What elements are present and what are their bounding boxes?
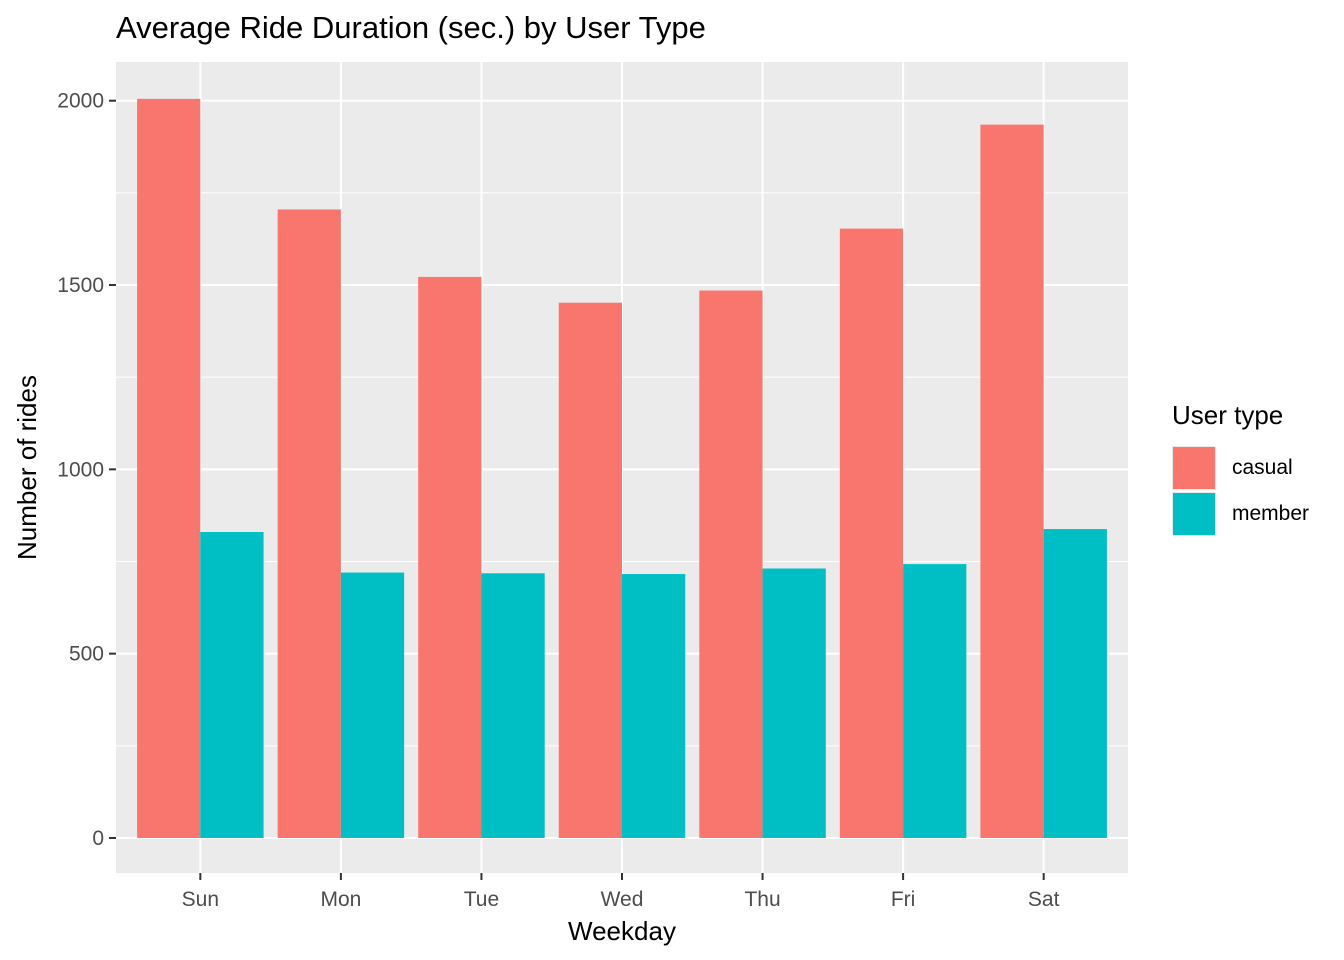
x-tick-label: Thu <box>744 888 780 911</box>
legend: User type casual member <box>1172 400 1309 537</box>
bars <box>137 98 1107 838</box>
legend-item-member: member <box>1172 491 1309 537</box>
bar-casual-Fri <box>839 228 904 838</box>
x-tick-label: Fri <box>891 888 916 911</box>
legend-label-casual: casual <box>1232 456 1293 479</box>
bar-casual-Thu <box>699 290 763 838</box>
x-tick-label: Tue <box>464 888 499 911</box>
x-tick-label: Sun <box>182 888 219 911</box>
y-tick-label: 2000 <box>57 90 104 113</box>
bar-member-Mon <box>340 572 405 838</box>
bar-member-Wed <box>622 574 686 838</box>
bar-member-Sun <box>200 532 264 838</box>
y-axis-title: Number of rides <box>12 375 42 560</box>
y-axis: 0 500 1000 1500 2000 <box>57 90 116 850</box>
bar-casual-Tue <box>418 276 482 838</box>
bar-casual-Sun <box>137 98 201 838</box>
legend-key <box>1172 446 1216 490</box>
bar-casual-Mon <box>277 209 341 838</box>
bar-member-Sat <box>1043 529 1107 838</box>
x-tick-label: Sat <box>1028 888 1060 911</box>
x-tick-label: Wed <box>601 888 644 911</box>
y-tick-label: 1500 <box>57 274 104 297</box>
bar-casual-Sat <box>980 124 1044 838</box>
legend-swatch-member <box>1173 493 1215 535</box>
bar-member-Fri <box>903 564 967 838</box>
bar-member-Tue <box>481 573 545 838</box>
x-tick-label: Mon <box>320 888 361 911</box>
legend-title: User type <box>1172 400 1284 430</box>
y-tick-label: 500 <box>69 643 104 666</box>
bar-member-Thu <box>762 568 826 838</box>
legend-swatch-casual <box>1173 447 1215 489</box>
legend-key <box>1172 492 1216 536</box>
x-axis: Sun Mon Tue Wed Thu Fri Sat <box>182 873 1060 911</box>
x-axis-title: Weekday <box>568 916 676 946</box>
legend-item-casual: casual <box>1172 445 1309 491</box>
legend-label-member: member <box>1232 502 1310 525</box>
y-tick-label: 1000 <box>57 458 104 481</box>
bar-casual-Wed <box>558 302 622 838</box>
chart-title: Average Ride Duration (sec.) by User Typ… <box>116 10 706 45</box>
y-tick-label: 0 <box>92 827 104 850</box>
